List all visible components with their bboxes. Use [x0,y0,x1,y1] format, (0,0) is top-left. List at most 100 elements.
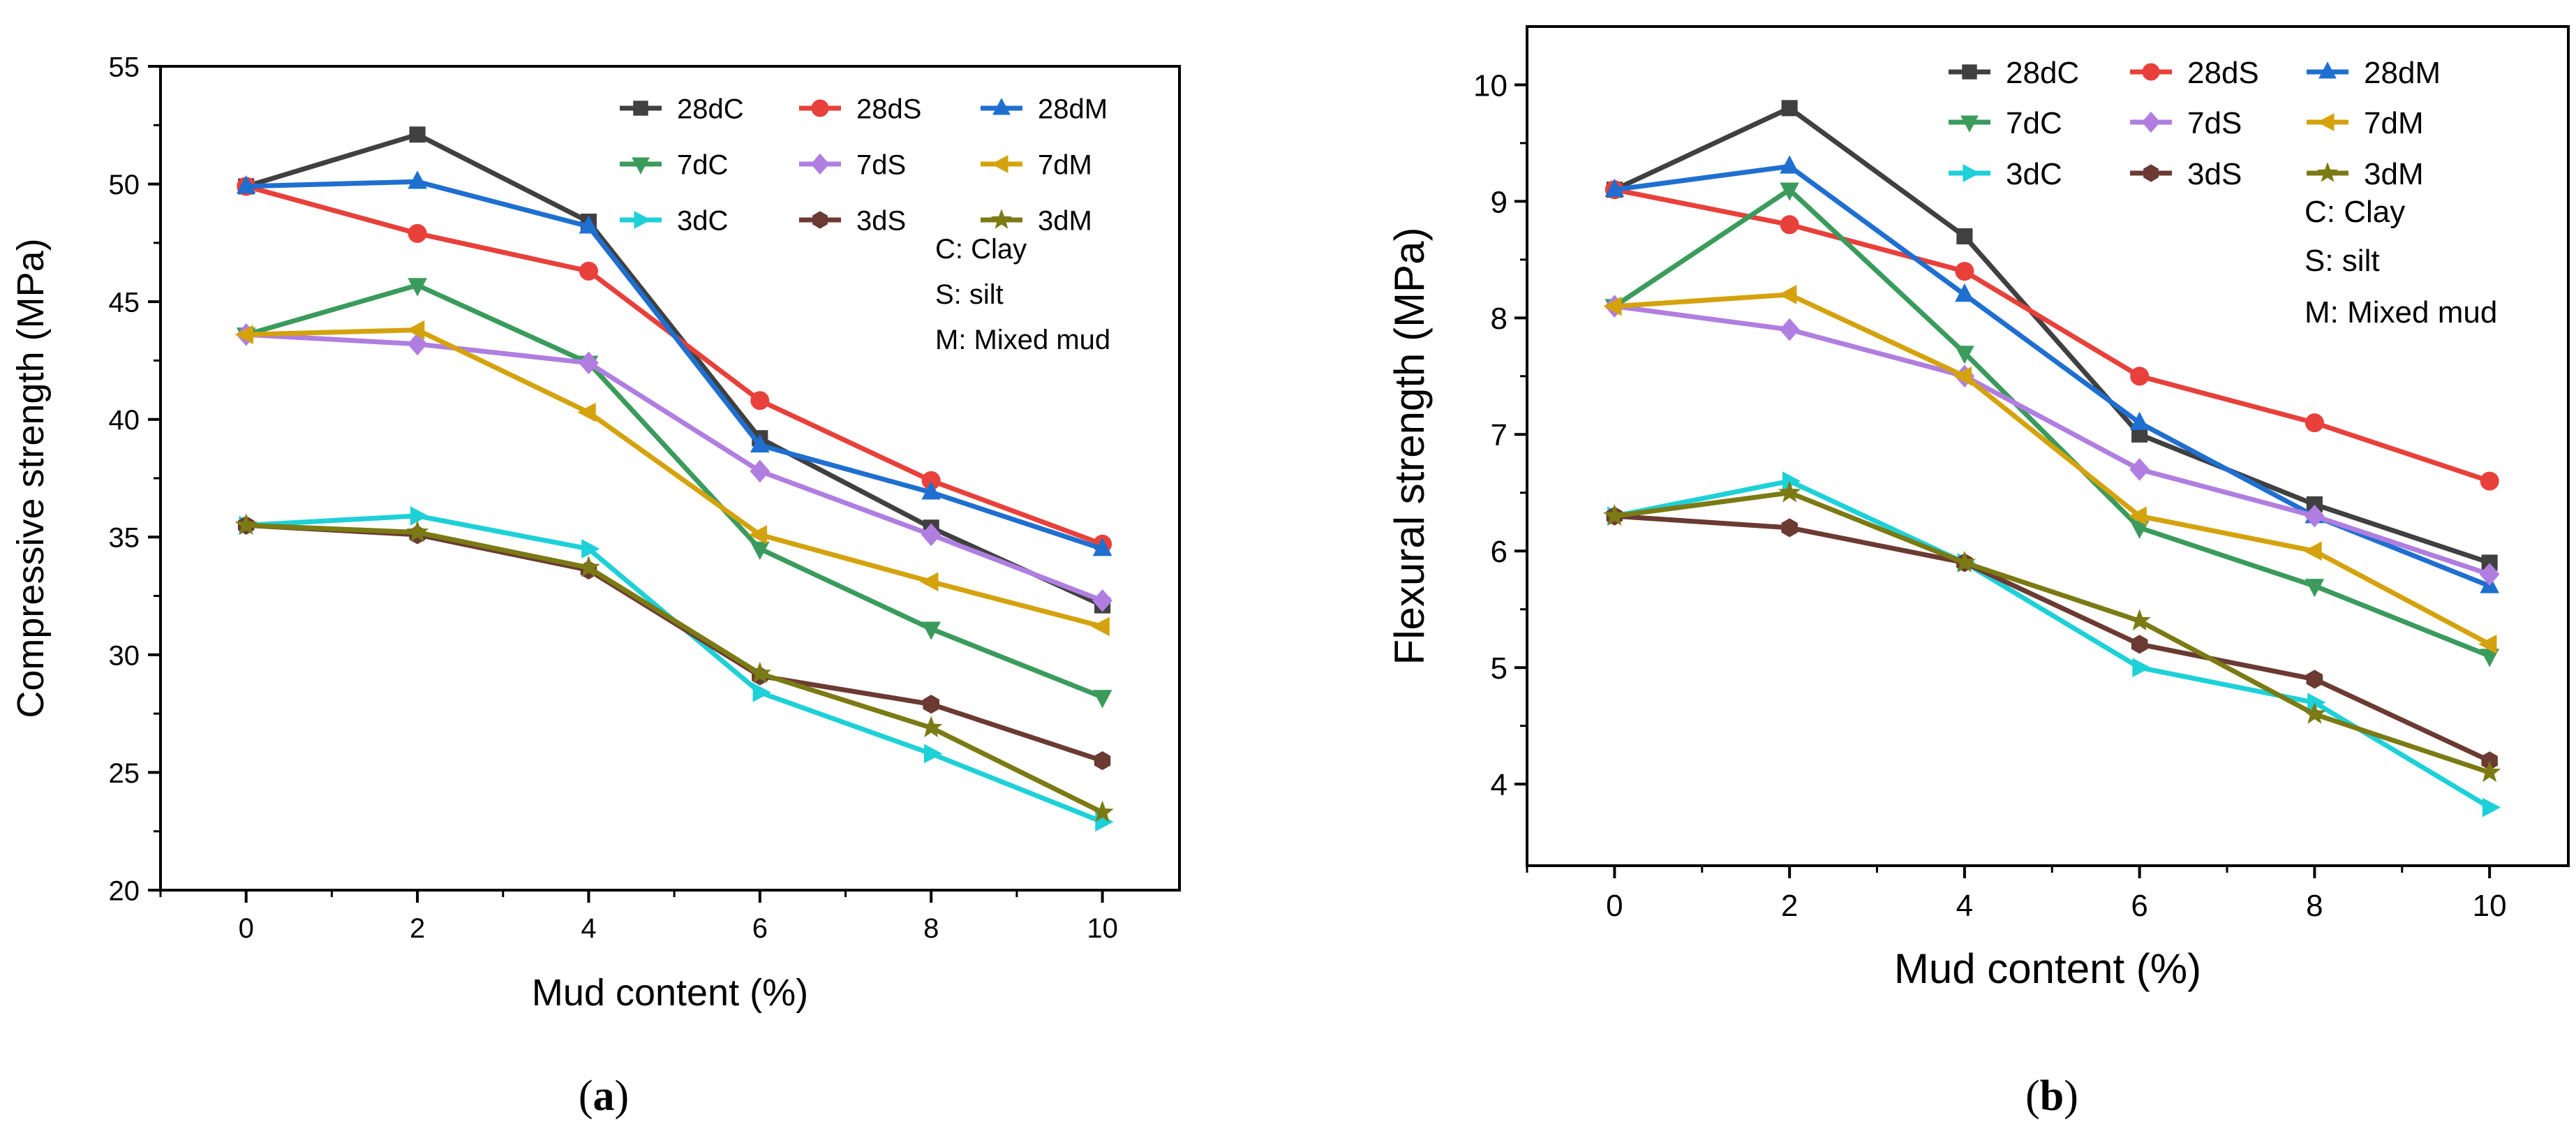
series-3dC [1607,471,2501,818]
x-tick-label: 8 [923,913,939,944]
data-point-7dC [1780,182,1799,201]
annotation-note: C: Clay [2305,195,2405,229]
data-point-3dS [1094,751,1111,771]
series-7dM [1603,285,2497,654]
legend-marker-3dS [812,211,828,229]
legend-marker-28dM [2318,61,2337,79]
series-line-7dM [246,327,1103,629]
y-tick-label: 35 [109,523,140,554]
caption-letter: b [2040,1072,2064,1120]
y-tick-label: 8 [1491,302,1507,336]
x-tick-label: 4 [581,913,596,944]
data-point-7dS [1779,318,1800,341]
legend: 28dC 28dS 28dM 7dC 7dS 7dM 3dC 3dS 3dM [1949,56,2441,191]
series-7dS [236,323,1112,612]
x-tick-label: 2 [410,913,425,944]
y-tick-label: 30 [109,640,140,671]
data-point-28dC [1956,228,1973,245]
legend-label-7dC: 7dC [2006,106,2062,140]
legend-marker-7dS [2141,111,2161,133]
chart-panel-a: 0 2 4 6 8 10 20 25 30 35 40 45 50 55 Mud content (%) Co… [10,52,1181,1120]
legend-label-7dM: 7dM [1038,149,1092,180]
data-point-7dC [2305,579,2325,598]
series-line-3dS [246,522,1103,763]
series-line-28dS [1614,187,2491,484]
y-tick-label: 25 [109,758,140,789]
legend-marker-28dS [811,99,829,117]
data-point-28dC [409,126,426,143]
legend-marker-28dC [633,101,648,116]
legend-label-3dS: 3dS [2187,157,2242,191]
series-line-3dM [246,522,1104,815]
series-line-7dS [1614,304,2491,577]
caption-close-paren: ) [615,1072,630,1120]
data-point-7dM [406,320,425,340]
series-line-28dM [246,179,1103,552]
data-point-3dC [2132,658,2151,678]
caption-open-paren: ( [2025,1072,2040,1120]
x-tick-label: 0 [239,913,254,944]
y-axis-title: Flexural strength (MPa) [1386,228,1433,665]
legend-label-3dM: 3dM [1038,205,1092,236]
data-point-7dM [2128,506,2147,526]
data-point-28dS [1780,215,1799,235]
x-tick-label: 10 [2473,889,2507,923]
legend-label-7dS: 7dS [2187,106,2242,140]
legend-marker-3dM [990,209,1013,229]
legend-label-3dM: 3dM [2364,157,2424,191]
data-point-28dS [2480,471,2499,491]
data-point-28dM [1605,178,1625,197]
legend-label-28dS: 28dS [856,94,921,124]
x-tick-label: 4 [1956,889,1973,923]
data-point-28dM [579,215,599,234]
legend-marker-7dC [1960,115,1979,133]
series-28dM [236,170,1112,556]
x-tick-label: 6 [752,913,768,944]
legend-marker-7dS [810,153,830,175]
data-point-28dM [921,481,941,500]
chart-panel-b: 0 2 4 6 8 10 4 5 6 7 8 9 10 Mud content (%) Flexural s… [1386,25,2570,1120]
data-point-3dM [2478,760,2501,783]
data-point-3dS [923,695,939,714]
data-point-7dC [750,541,770,561]
data-point-7dC [921,621,941,640]
data-point-7dS [579,351,599,375]
data-point-7dS [2479,563,2500,586]
data-point-3dS [2131,635,2148,654]
data-point-3dC [1782,471,1801,491]
legend-marker-28dS [2142,63,2160,81]
annotation-note: M: Mixed mud [2305,295,2497,330]
y-tick-label: 7 [1491,418,1507,452]
series-line-7dC [245,283,1103,700]
y-tick-label: 45 [109,288,140,318]
series-line-7dC [1613,187,2491,658]
data-point-7dM [1953,366,1972,386]
data-point-3dC [2307,693,2326,713]
data-point-3dM [234,513,258,535]
data-point-7dC [408,278,427,297]
x-tick-label: 10 [1087,913,1118,944]
legend-label-28dS: 28dS [2187,56,2259,90]
data-point-3dM [748,661,772,683]
legend-label-28dM: 28dM [1038,94,1108,124]
series-line-28dC [245,132,1104,608]
x-tick-label: 8 [2306,889,2323,923]
data-point-7dM [234,325,253,345]
series-line-3dC [246,513,1103,825]
legend: 28dC 28dS 28dM 7dC 7dS 7dM 3dC 3dS 3dM [620,94,1108,236]
y-tick-label: 20 [109,875,140,906]
data-point-3dC [581,539,600,559]
series-3dM [1603,480,2501,783]
x-tick-label: 0 [1606,889,1623,923]
series-3dM [234,513,1114,822]
legend-label-3dS: 3dS [856,205,906,236]
data-point-28dM [2129,411,2150,430]
data-point-7dC [1955,346,1974,364]
x-tick-label: 2 [1781,889,1798,923]
legend-label-28dC: 28dC [2006,56,2079,90]
legend-label-7dM: 7dM [2364,106,2424,140]
data-point-28dM [1955,283,1974,302]
annotation-note: S: silt [2305,244,2380,278]
data-point-3dS [1781,518,1798,538]
